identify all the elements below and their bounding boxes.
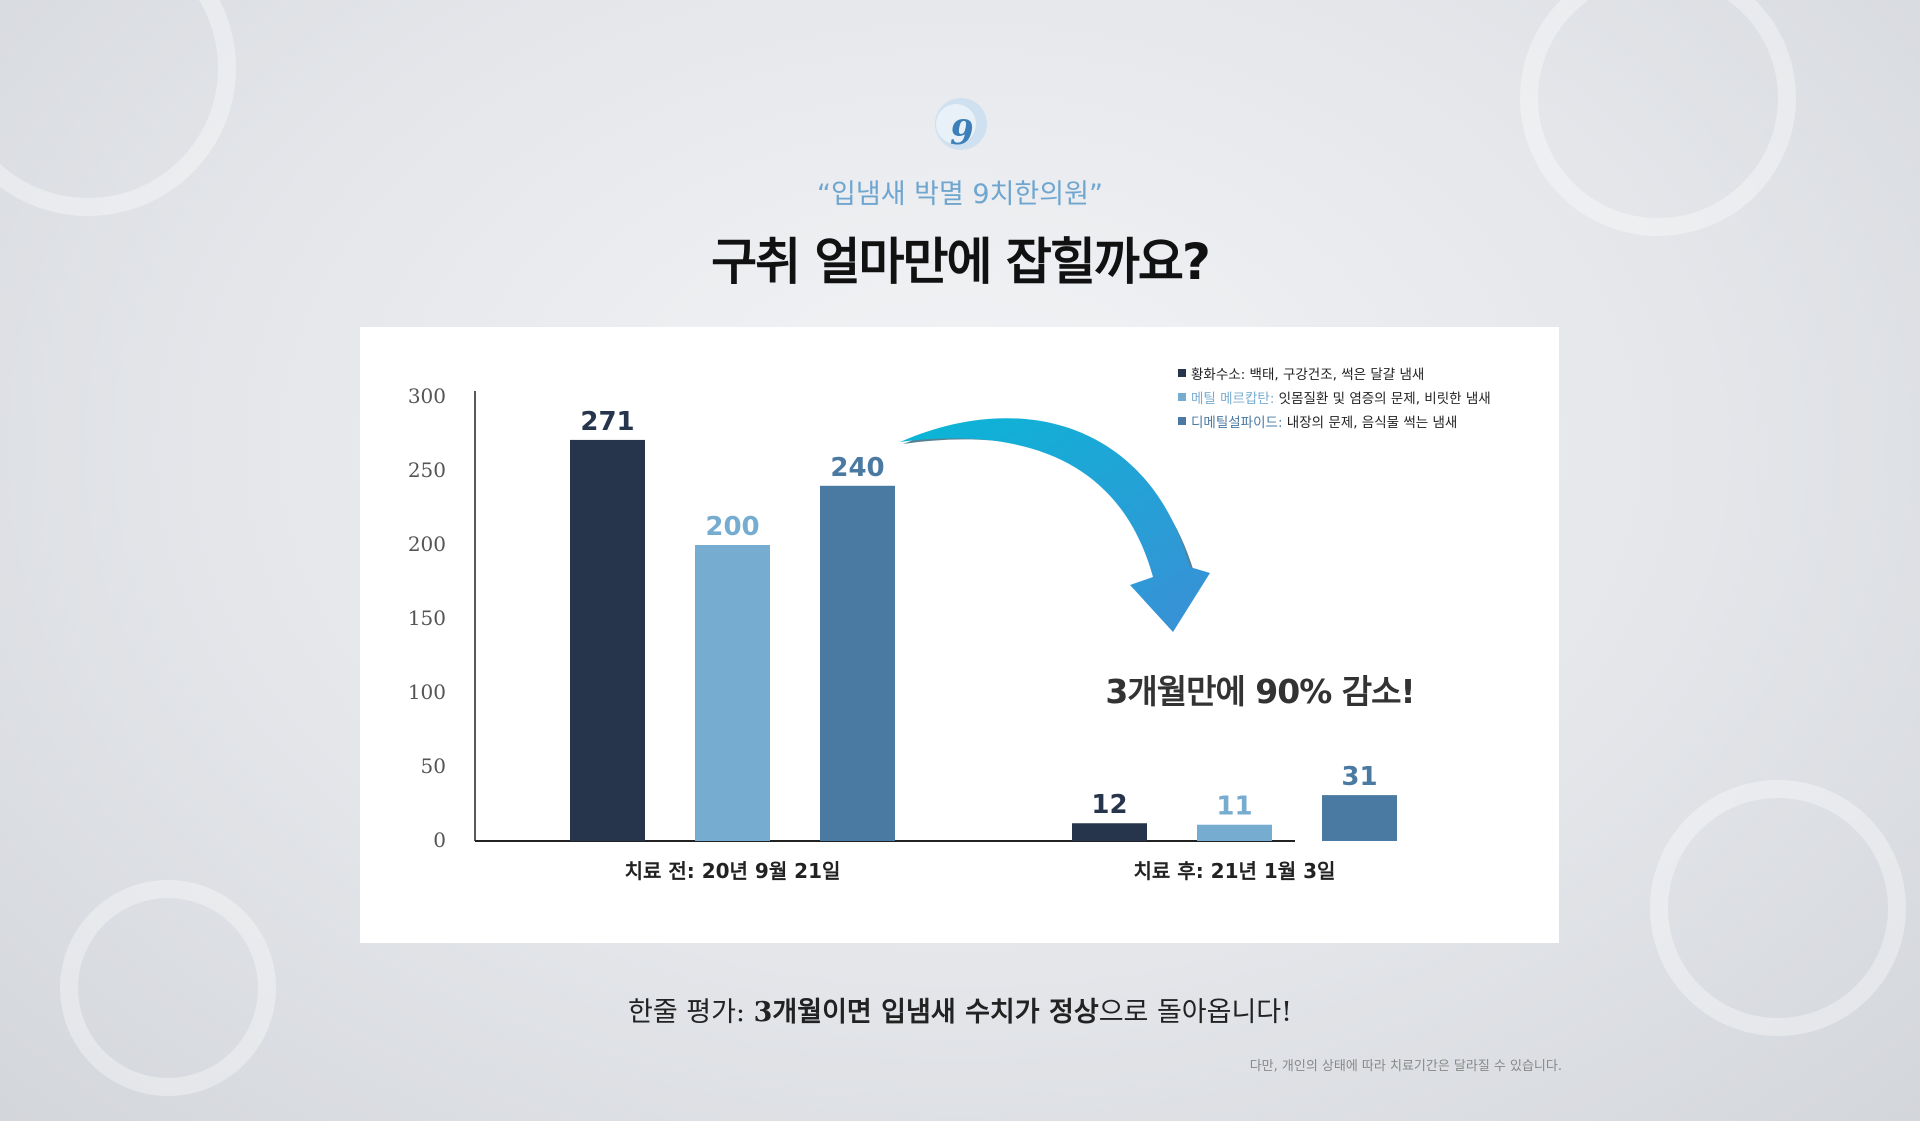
legend-swatch	[1178, 393, 1186, 401]
reduction-callout: 3개월만에 90% 감소!	[1105, 672, 1415, 711]
legend-series-name: 메틸 메르캅탄	[1191, 391, 1270, 407]
bar-chart: 0 50 100 150 200 250 300 271 200 240 치료 전: 20년 9월 …	[408, 384, 1397, 883]
bar-value-label: 240	[830, 453, 884, 483]
chart-card: 0 50 100 150 200 250 300 271 200 240 치료 전: 20년 9월 …	[360, 327, 1559, 943]
y-tick-label: 100	[408, 680, 446, 704]
legend-series-detail: 백태, 구강건조, 썩은 달걀 냄새	[1249, 367, 1425, 383]
brand-logo: 9	[935, 98, 987, 153]
x-category-label: 치료 후: 21년 1월 3일	[1134, 859, 1336, 883]
bar	[820, 485, 895, 841]
summary-highlight: 3개월이면 입냄새 수치가 정상	[753, 997, 1099, 1028]
bar	[570, 439, 645, 841]
summary-suffix: 으로 돌아옵니다!	[1098, 997, 1292, 1028]
disclaimer-note: 다만, 개인의 상태에 따라 치료기간은 달라질 수 있습니다.	[1249, 1059, 1562, 1074]
page-title: 구취 얼마만에 잡힐까요?	[711, 233, 1211, 291]
y-tick-label: 50	[421, 754, 446, 778]
clinic-tagline: “입냄새 박멸 9치한의원”	[817, 179, 1103, 210]
bar	[695, 545, 770, 841]
legend-series-name: 디메틸설파이드	[1191, 415, 1278, 431]
x-category-label: 치료 전: 20년 9월 21일	[625, 859, 841, 883]
legend-item-hydrogen-sulfide: 황화수소: 백태, 구강건조, 썩은 달걀 냄새	[1178, 363, 1491, 387]
y-tick-label: 0	[433, 828, 446, 852]
bar-value-label: 11	[1216, 792, 1252, 822]
bar-value-label: 200	[705, 512, 759, 542]
y-tick-label: 150	[408, 606, 446, 630]
legend-series-detail: 잇몸질환 및 염증의 문제, 비릿한 냄새	[1278, 391, 1491, 407]
y-tick-label: 300	[408, 384, 446, 408]
bar	[1197, 824, 1272, 841]
legend-item-dimethyl-sulfide: 디메틸설파이드: 내장의 문제, 음식물 썩는 냄새	[1178, 411, 1491, 435]
bar-value-label: 271	[580, 407, 634, 437]
summary-prefix: 한줄 평가:	[627, 997, 754, 1028]
logo-text: 9	[950, 113, 974, 153]
bar-value-label: 12	[1091, 790, 1127, 820]
legend-series-name: 황화수소	[1191, 367, 1241, 383]
summary-line: 한줄 평가: 3개월이면 입냄새 수치가 정상으로 돌아옵니다!	[0, 990, 1920, 1029]
background-decoration	[60, 880, 276, 1096]
y-tick-label: 250	[408, 458, 446, 482]
bar	[1072, 823, 1147, 841]
legend-item-methyl-mercaptan: 메틸 메르캅탄: 잇몸질환 및 염증의 문제, 비릿한 냄새	[1178, 387, 1491, 411]
chart-legend: 황화수소: 백태, 구강건조, 썩은 달걀 냄새 메틸 메르캅탄: 잇몸질환 및…	[1178, 363, 1491, 435]
legend-swatch	[1178, 369, 1186, 377]
legend-swatch	[1178, 417, 1186, 425]
decrease-arrow	[900, 418, 1210, 632]
bar-value-label: 31	[1341, 762, 1377, 792]
legend-series-detail: 내장의 문제, 음식물 썩는 냄새	[1286, 415, 1458, 431]
y-tick-label: 200	[408, 532, 446, 556]
bar	[1322, 795, 1397, 841]
